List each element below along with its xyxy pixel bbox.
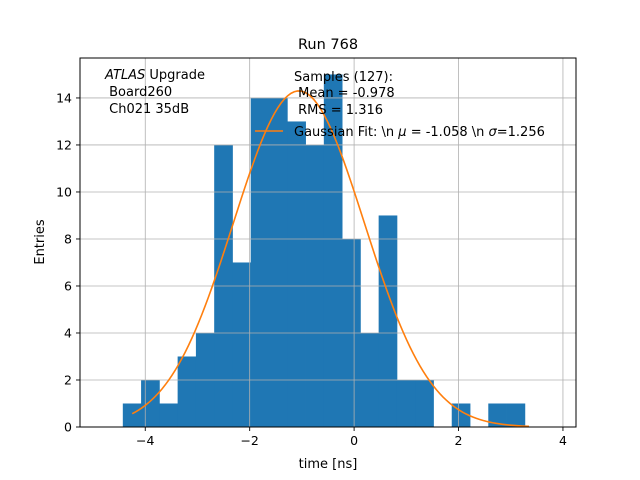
y-tick-label: 4 xyxy=(64,325,72,340)
x-tick-label: 2 xyxy=(455,433,463,448)
legend-fit-label: Gaussian Fit: \n μ = -1.058 \n σ=1.256 xyxy=(294,125,545,140)
atlas-italic: ATLAS xyxy=(104,68,145,83)
atlas-line: ATLAS Upgrade xyxy=(104,68,205,83)
y-axis-label: Entries xyxy=(33,219,48,265)
histogram-bar xyxy=(415,379,434,427)
histogram-bar xyxy=(378,215,398,427)
histogram-bar xyxy=(287,121,306,428)
histogram-bar xyxy=(177,356,197,427)
legend-samples-line3: RMS = 1.316 xyxy=(294,103,383,118)
x-axis-ticks: −4 −2 0 2 4 xyxy=(136,427,567,448)
histogram-bar xyxy=(269,97,288,427)
histogram-bar xyxy=(396,379,416,427)
histogram-bar xyxy=(159,403,179,427)
histogram-bar xyxy=(488,403,507,427)
legend-samples-line2: Mean = -0.978 xyxy=(294,86,395,101)
chart-title: Run 768 xyxy=(298,37,358,53)
histogram-bar xyxy=(122,403,142,427)
x-axis-label: time [ns] xyxy=(299,457,358,472)
y-tick-label: 10 xyxy=(56,184,72,199)
y-tick-label: 14 xyxy=(56,90,72,105)
histogram-bar xyxy=(250,97,270,427)
gaussian-fit xyxy=(131,90,530,428)
board-label: Board260 xyxy=(105,85,172,100)
y-tick-label: 6 xyxy=(64,278,72,293)
y-tick-label: 12 xyxy=(56,137,72,152)
x-tick-label: 0 xyxy=(350,433,358,448)
atlas-rest: Upgrade xyxy=(145,68,205,83)
y-tick-label: 0 xyxy=(64,420,72,435)
x-tick-label: −4 xyxy=(136,433,154,448)
histogram-bar xyxy=(506,403,526,427)
y-tick-label: 8 xyxy=(64,231,72,246)
legend-samples-line1: Samples (127): xyxy=(294,70,393,85)
x-tick-label: 4 xyxy=(559,433,567,448)
gaussian-fit-curve xyxy=(131,90,530,428)
histogram-bar xyxy=(451,403,471,427)
histogram-bar xyxy=(323,74,343,427)
histogram-bar xyxy=(232,262,252,427)
atlas-annotation: ATLAS Upgrade Board260 Ch021 35dB xyxy=(104,68,205,117)
legend: Samples (127): Mean = -0.978 RMS = 1.316… xyxy=(255,70,545,140)
channel-label: Ch021 35dB xyxy=(105,102,189,117)
histogram-bar xyxy=(141,379,160,427)
y-tick-label: 2 xyxy=(64,372,72,387)
x-tick-label: −2 xyxy=(240,433,258,448)
y-axis-ticks: 0 2 4 6 8 10 12 14 xyxy=(56,90,80,435)
plot-frame xyxy=(79,57,577,428)
grid-lines xyxy=(80,58,576,428)
